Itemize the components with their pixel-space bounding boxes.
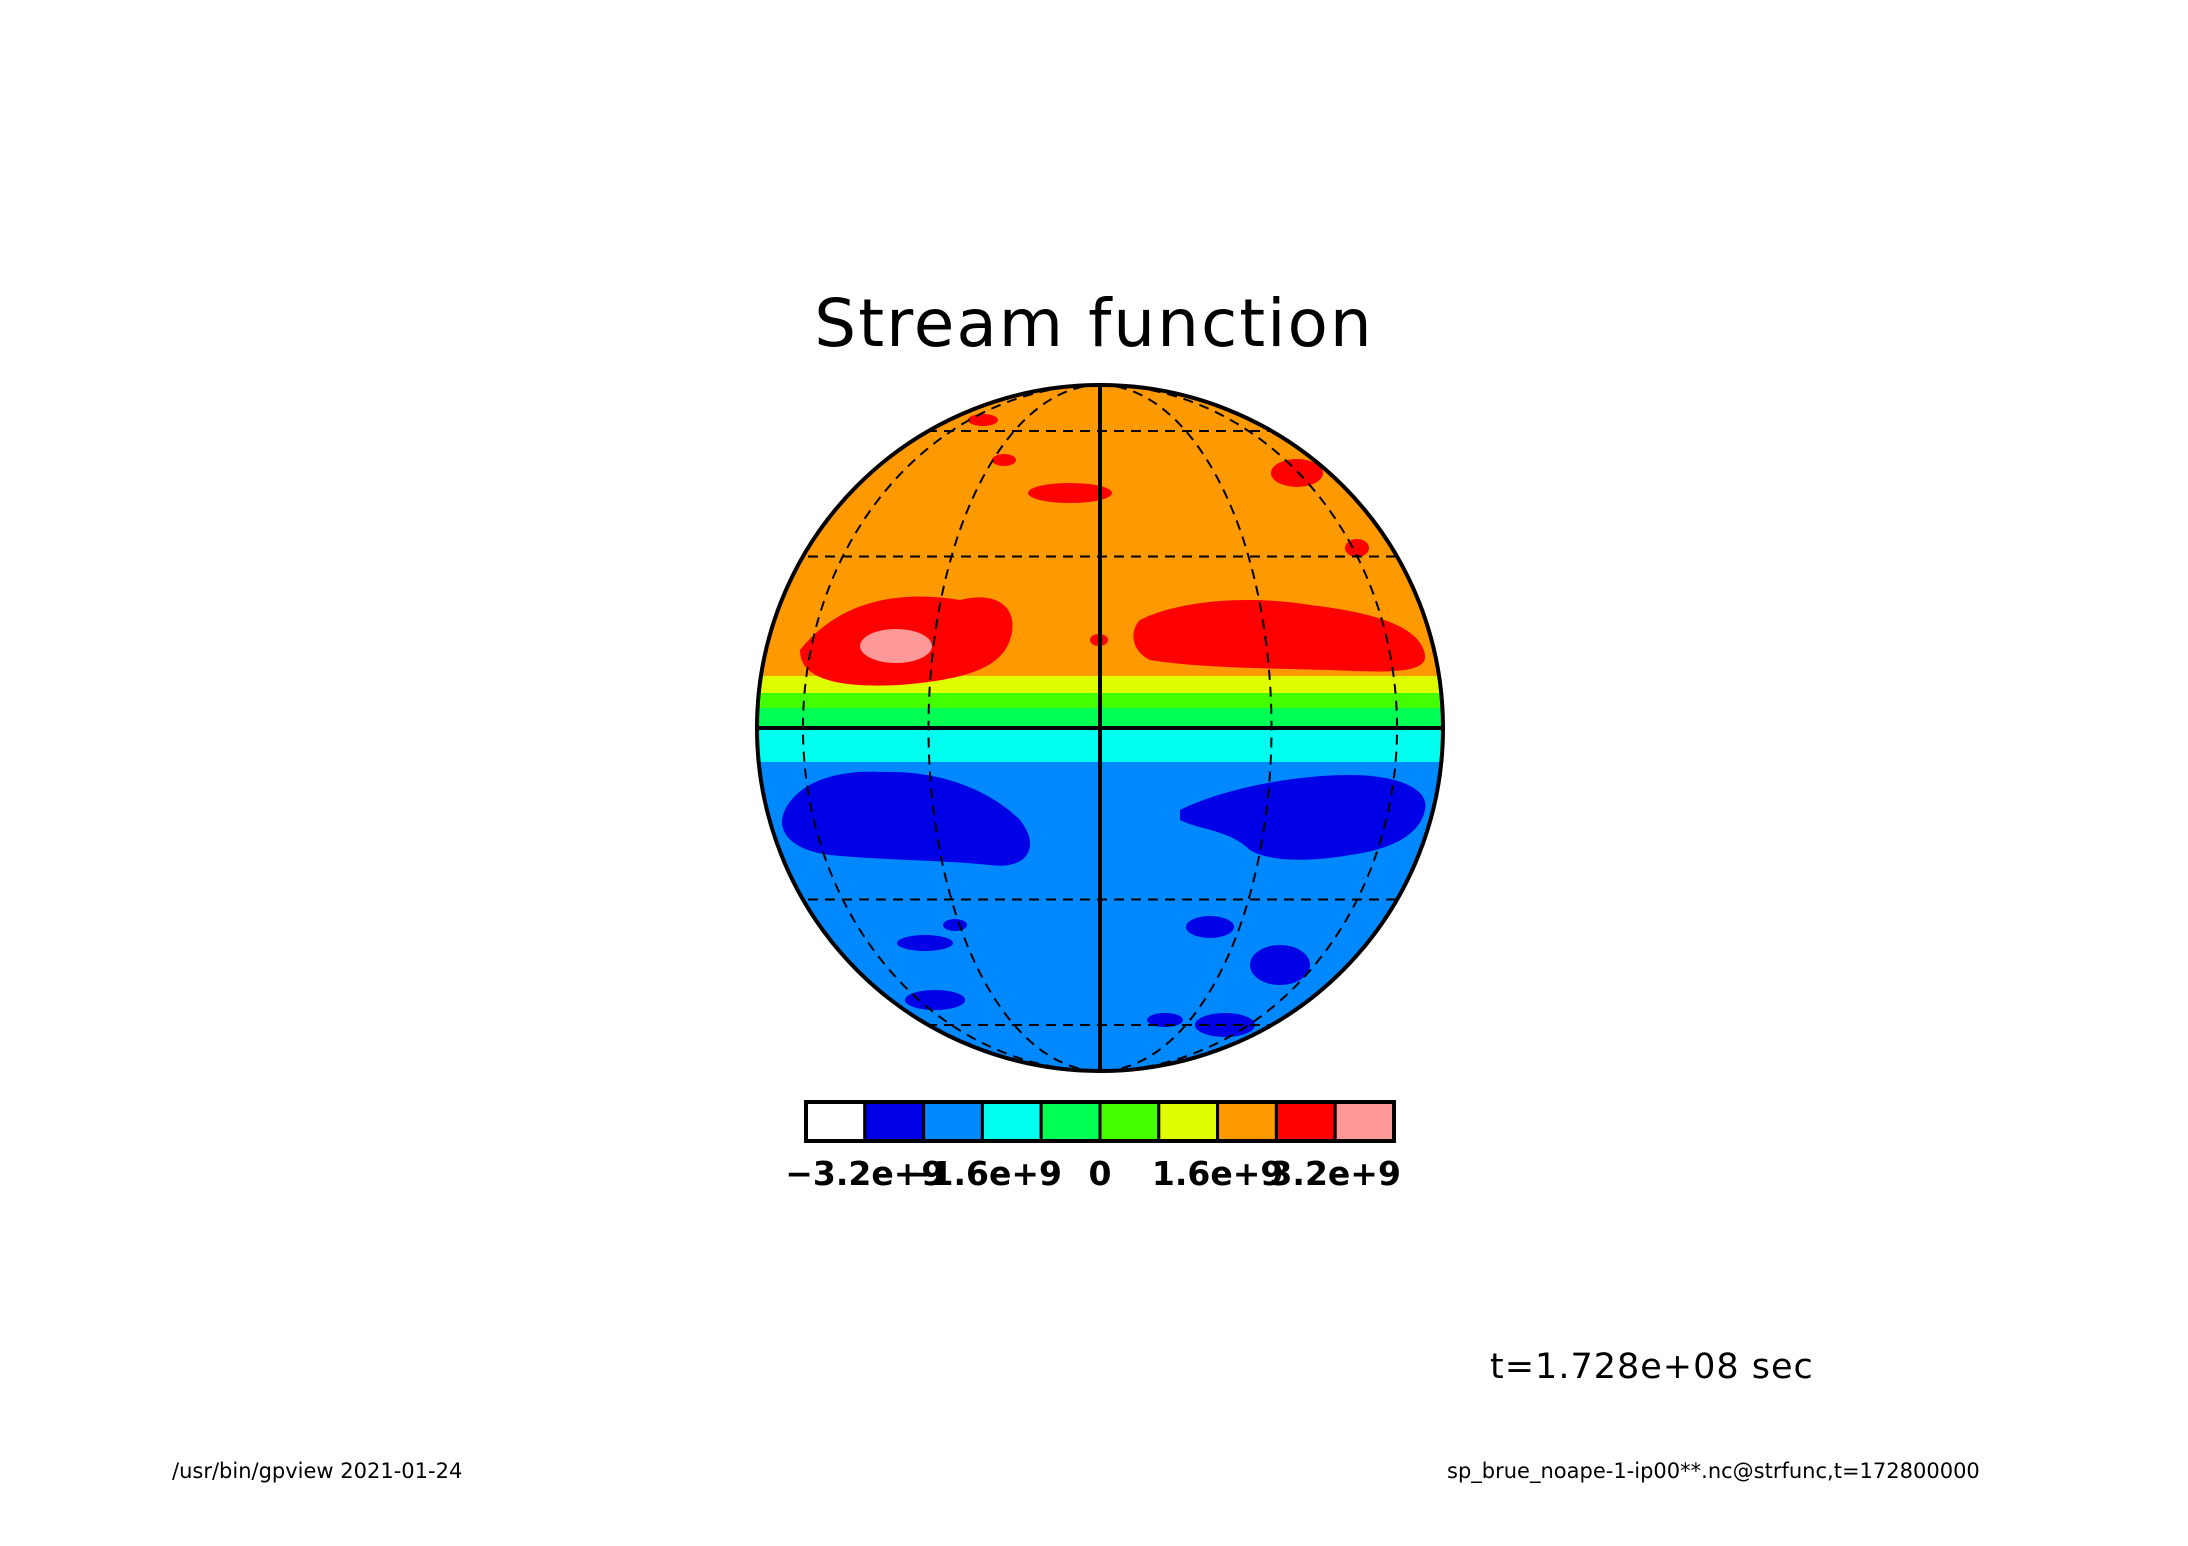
time-label: t=1.728e+08 sec <box>1490 1347 1814 1387</box>
contour-cell-north-3 <box>992 454 1016 466</box>
contour-peak-west <box>860 629 932 663</box>
colorbar-swatch <box>980 1100 1043 1143</box>
footer-program-date: /usr/bin/gpview 2021-01-24 <box>172 1459 463 1483</box>
contour-low-east <box>1180 775 1426 860</box>
colorbar-swatch <box>1216 1100 1278 1143</box>
contour-cell-south-2 <box>1250 945 1310 985</box>
meridian-line <box>1099 385 1399 1071</box>
meridian-line <box>801 385 1101 1071</box>
colorbar-tick-label: −3.2e+9 <box>785 1154 944 1193</box>
contour-cell-north-2 <box>1271 459 1323 487</box>
colorbar-tick-label: 3.2e+9 <box>1269 1154 1400 1193</box>
colorbar-frame <box>804 1100 1396 1143</box>
colorbar-tick-label: −1.6e+9 <box>903 1154 1062 1193</box>
colorbar-swatch <box>1157 1100 1220 1143</box>
footer-file-variable: sp_brue_noape-1-ip00**.nc@strfunc,t=1728… <box>1447 1459 1980 1483</box>
colorbar-swatch <box>1039 1100 1102 1143</box>
colorbar-tick-label: 1.6e+9 <box>1152 1154 1283 1193</box>
contour-high-east <box>1133 600 1426 672</box>
colorbar: −3.2e+9−1.6e+9 0 1.6e+93.2e+9 <box>785 1100 1401 1193</box>
contour-cell-south-5 <box>905 990 965 1010</box>
contour-cell-south-3 <box>897 935 953 951</box>
globe-outline <box>755 383 1445 1073</box>
colorbar-swatch <box>1098 1100 1161 1143</box>
colorbar-swatch <box>922 1100 984 1143</box>
contour-cell-south-1 <box>1186 916 1234 938</box>
colorbar-swatch <box>1333 1100 1396 1143</box>
chart-title: Stream function <box>814 285 1374 362</box>
contour-low-west <box>782 771 1030 866</box>
colorbar-swatch <box>804 1100 867 1143</box>
contour-cell-north-1 <box>1028 483 1112 503</box>
contour-cell-south-4 <box>943 919 967 931</box>
contour-cell-north-4 <box>968 414 998 426</box>
colorbar-swatch <box>863 1100 926 1143</box>
contour-cell-south-7 <box>1147 1013 1183 1027</box>
colorbar-tick-label: 0 <box>1089 1154 1112 1193</box>
colorbar-swatch <box>1274 1100 1337 1143</box>
